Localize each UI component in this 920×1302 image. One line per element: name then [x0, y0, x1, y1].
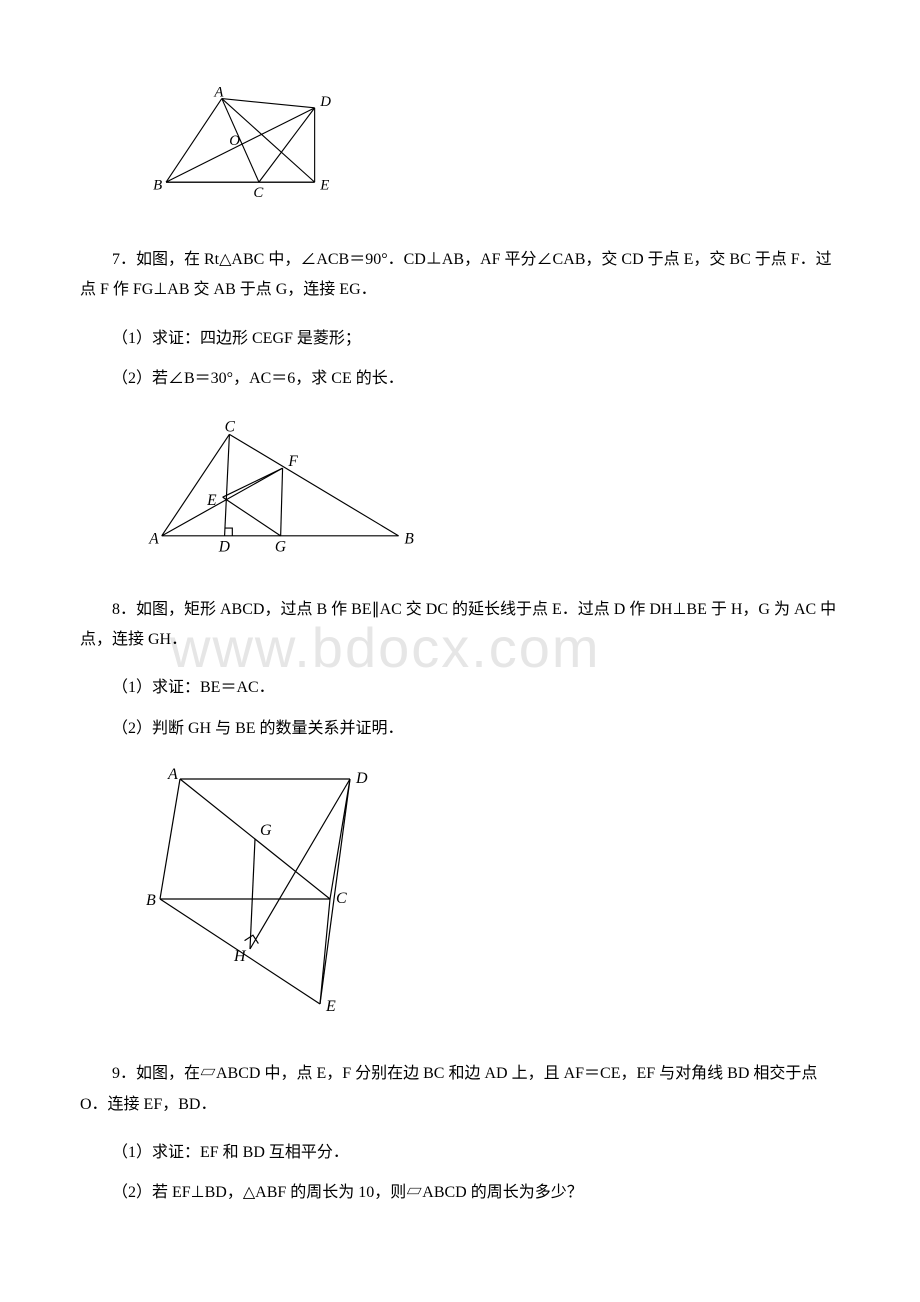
svg-text:H: H [233, 948, 247, 965]
svg-text:B: B [146, 892, 156, 909]
svg-text:G: G [260, 822, 272, 839]
svg-text:D: D [218, 538, 230, 555]
problem-7-sub1: （1）求证：四边形 CEGF 是菱形； [80, 324, 840, 354]
problem-9-sub1: （1）求证：EF 和 BD 互相平分． [80, 1138, 840, 1168]
problem-8-sub1: （1）求证：BE＝AC． [80, 673, 840, 703]
svg-text:E: E [325, 998, 336, 1015]
svg-text:A: A [148, 530, 159, 547]
svg-text:C: C [225, 418, 236, 435]
problem-9-sub2: （2）若 EF⊥BD，△ABF 的周长为 10，则▱ABCD 的周长为多少？ [80, 1178, 840, 1208]
svg-text:D: D [319, 94, 331, 110]
svg-text:F: F [287, 453, 298, 470]
svg-text:E: E [319, 178, 329, 194]
problem-7-stem: 7．如图，在 Rt△ABC 中，∠ACB＝90°．CD⊥AB，AF 平分∠CAB… [80, 245, 840, 306]
svg-text:E: E [206, 491, 217, 508]
problem-7-sub2: （2）若∠B＝30°，AC＝6，求 CE 的长． [80, 364, 840, 394]
svg-text:C: C [336, 890, 347, 907]
svg-text:A: A [167, 766, 178, 783]
figure-7: C F E A D G B [140, 415, 840, 565]
figure-6: A D B C E O [140, 80, 840, 215]
svg-text:O: O [229, 133, 240, 149]
problem-8-sub2: （2）判断 GH 与 BE 的数量关系并证明． [80, 714, 840, 744]
svg-text:A: A [213, 85, 224, 101]
problem-9-stem: 9．如图，在▱ABCD 中，点 E，F 分别在边 BC 和边 AD 上，且 AF… [80, 1059, 840, 1120]
problem-8-stem: 8．如图，矩形 ABCD，过点 B 作 BE∥AC 交 DC 的延长线于点 E．… [80, 595, 840, 656]
svg-text:G: G [275, 538, 286, 555]
svg-text:B: B [404, 530, 414, 547]
svg-text:D: D [355, 770, 368, 787]
svg-text:C: C [253, 185, 264, 201]
figure-8: A D B C G H E [140, 764, 840, 1029]
svg-text:B: B [153, 178, 162, 194]
